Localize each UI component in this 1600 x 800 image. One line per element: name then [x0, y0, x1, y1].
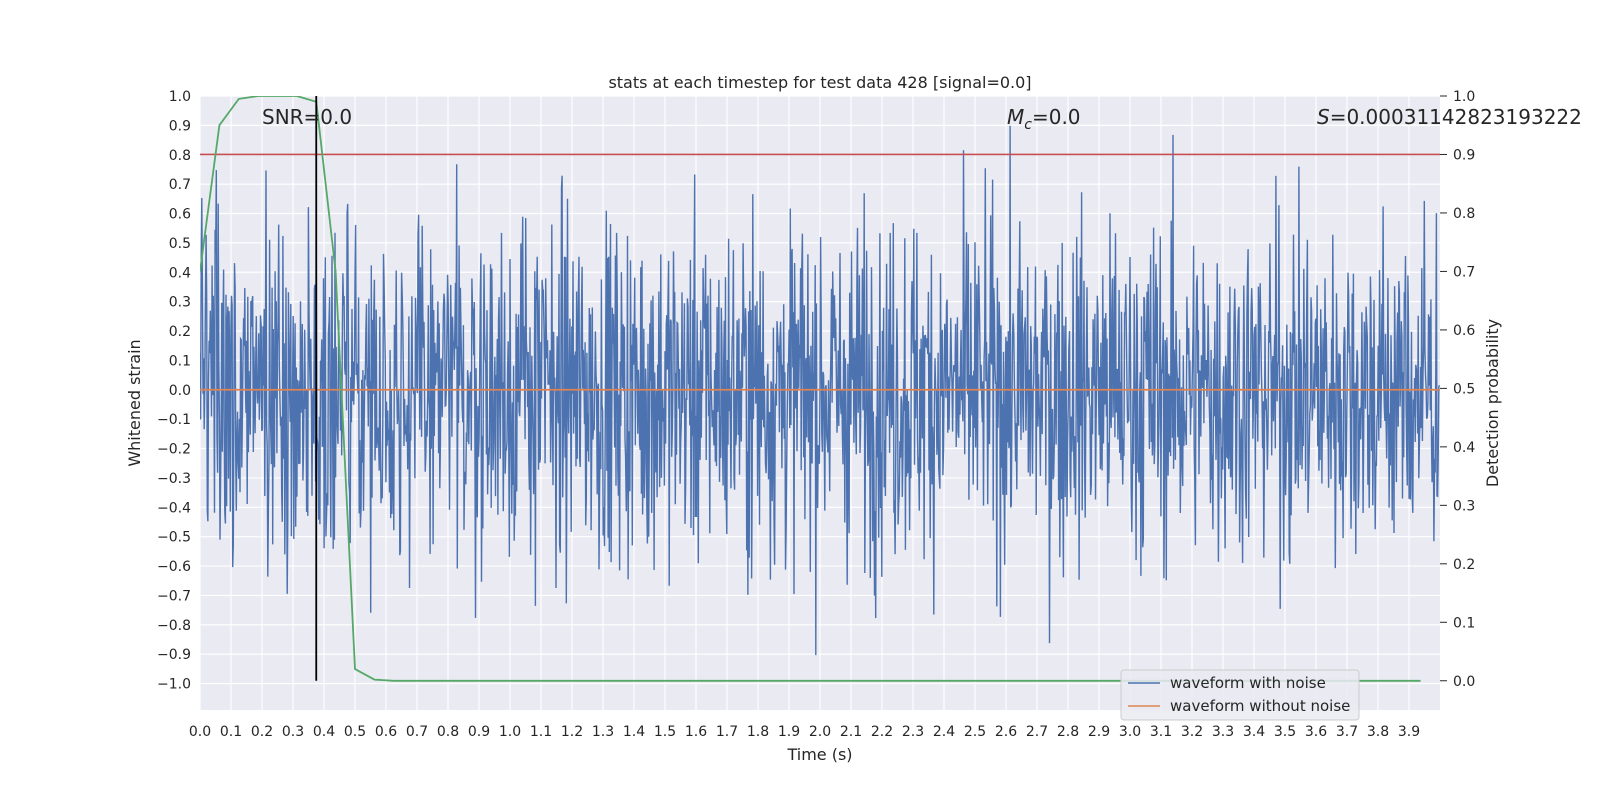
x-tick-label: 3.7 — [1336, 724, 1358, 740]
y-axis-label: Whitened strain — [125, 339, 144, 466]
x-tick-label: 2.1 — [840, 724, 862, 740]
y-tick-label: 0.4 — [169, 265, 191, 281]
legend-label-noise: waveform with noise — [1170, 674, 1326, 692]
mc-value: =0.0 — [1032, 105, 1081, 129]
x-tick-label: 1.0 — [499, 724, 521, 740]
legend-label-clean: waveform without noise — [1170, 697, 1350, 715]
x-tick-label: 0.9 — [468, 724, 490, 740]
x-axis-label: Time (s) — [786, 745, 852, 764]
chart-title: stats at each timestep for test data 428… — [608, 73, 1031, 92]
legend: waveform with noise waveform without noi… — [1120, 669, 1360, 721]
x-tick-label: 1.2 — [561, 724, 583, 740]
x-tick-label: 2.6 — [995, 724, 1017, 740]
x-tick-label: 2.5 — [964, 724, 986, 740]
y-right-tick-label: 0.2 — [1453, 557, 1475, 573]
y-tick-label: 0.8 — [169, 148, 191, 164]
s-value: =0.00031142823193222 — [1330, 105, 1582, 129]
left-axis: 1.0 0.9 0.8 0.7 0.6 0.5 0.4 0.3 0.2 0.1 0.0 −0.1 −0.… — [157, 89, 191, 693]
x-tick-label: 2.3 — [902, 724, 924, 740]
x-tick-label: 0.0 — [189, 724, 211, 740]
y-right-tick-label: 0.8 — [1453, 206, 1475, 222]
y-right-tick-label: 0.9 — [1453, 147, 1475, 163]
x-tick-label: 3.9 — [1398, 724, 1420, 740]
y-tick-label: −0.5 — [157, 530, 191, 546]
y-right-tick-label: 0.5 — [1453, 381, 1475, 397]
y-tick-label: −0.2 — [157, 442, 191, 458]
s-annotation-clip-group: S=0.00031142823193222 — [1317, 105, 1582, 129]
y-tick-label: 0.3 — [169, 295, 191, 311]
s-symbol: S — [1317, 105, 1330, 129]
y-tick-label: 1.0 — [169, 89, 191, 105]
x-tick-label: 2.7 — [1026, 724, 1048, 740]
y-right-tick-label: 0.6 — [1453, 323, 1475, 339]
y-right-tick-label: 0.7 — [1453, 264, 1475, 280]
x-tick-label: 1.7 — [716, 724, 738, 740]
x-tick-label: 3.2 — [1181, 724, 1203, 740]
y-tick-label: 0.9 — [169, 118, 191, 134]
x-tick-label: 0.7 — [406, 724, 428, 740]
x-tick-label: 0.4 — [313, 724, 335, 740]
x-tick-label: 3.5 — [1274, 724, 1296, 740]
x-tick-label: 0.1 — [220, 724, 242, 740]
y-tick-label: −0.3 — [157, 471, 191, 487]
legend-box — [1120, 669, 1360, 721]
x-tick-label: 1.6 — [685, 724, 707, 740]
y-tick-label: −0.7 — [157, 588, 191, 604]
snr-annotation: SNR=0.0 — [262, 105, 352, 129]
x-tick-label: 0.6 — [375, 724, 397, 740]
x-tick-label: 1.1 — [530, 724, 552, 740]
y-tick-label: −0.4 — [157, 500, 191, 516]
series-line-noise — [200, 125, 1440, 656]
x-tick-label: 0.5 — [344, 724, 366, 740]
bottom-axis: 0.0 0.1 0.2 0.3 0.4 0.5 0.6 0.7 0.8 0.9 1.0 1.1 1.2 1… — [189, 724, 1420, 740]
y-tick-label: −0.1 — [157, 412, 191, 428]
y-tick-label: 0.1 — [169, 353, 191, 369]
y-tick-label: 0.7 — [169, 177, 191, 193]
y-tick-label: −0.6 — [157, 559, 191, 575]
y-tick-label: 0.5 — [169, 236, 191, 252]
x-tick-label: 2.8 — [1057, 724, 1079, 740]
x-tick-label: 1.3 — [592, 724, 614, 740]
y-right-tick-label: 1.0 — [1453, 89, 1475, 105]
y-tick-label: 0.6 — [169, 207, 191, 223]
y-tick-label: −0.8 — [157, 618, 191, 634]
x-tick-label: 2.9 — [1088, 724, 1110, 740]
x-tick-label: 0.8 — [437, 724, 459, 740]
y-right-tick-label: 0.0 — [1453, 674, 1475, 690]
x-tick-label: 3.3 — [1212, 724, 1234, 740]
x-tick-label: 1.8 — [747, 724, 769, 740]
x-tick-label: 3.0 — [1119, 724, 1141, 740]
y-right-tick-label: 0.1 — [1453, 615, 1475, 631]
y-right-tick-label: 0.3 — [1453, 498, 1475, 514]
x-tick-label: 3.1 — [1150, 724, 1172, 740]
y-tick-label: −0.9 — [157, 647, 191, 663]
x-tick-label: 0.2 — [251, 724, 273, 740]
x-tick-label: 0.3 — [282, 724, 304, 740]
x-tick-label: 3.8 — [1367, 724, 1389, 740]
s-annotation: S=0.00031142823193222 — [1317, 105, 1582, 129]
series-group — [200, 96, 1440, 682]
x-tick-label: 1.5 — [654, 724, 676, 740]
y-tick-label: −1.0 — [157, 677, 191, 693]
x-tick-label: 1.4 — [623, 724, 645, 740]
x-tick-label: 2.0 — [809, 724, 831, 740]
x-tick-label: 3.6 — [1305, 724, 1327, 740]
x-tick-label: 2.4 — [933, 724, 955, 740]
plot-area — [200, 96, 1440, 682]
y-right-tick-label: 0.4 — [1453, 440, 1475, 456]
y-axis-right-label: Detection probability — [1483, 319, 1502, 487]
y-tick-label: 0.2 — [169, 324, 191, 340]
mc-symbol: M — [1007, 105, 1024, 129]
right-axis: 1.0 0.9 0.8 0.7 0.6 0.5 0.4 0.3 0.2 0.1 0.0 — [1440, 89, 1475, 690]
chirp-mass-annotation: Mc=0.0 — [1007, 105, 1081, 133]
series-line-detection — [200, 96, 1421, 682]
x-tick-label: 1.9 — [778, 724, 800, 740]
x-tick-label: 2.2 — [871, 724, 893, 740]
x-tick-label: 3.4 — [1243, 724, 1265, 740]
mc-subscript: c — [1024, 117, 1032, 133]
y-tick-label: 0.0 — [169, 383, 191, 399]
